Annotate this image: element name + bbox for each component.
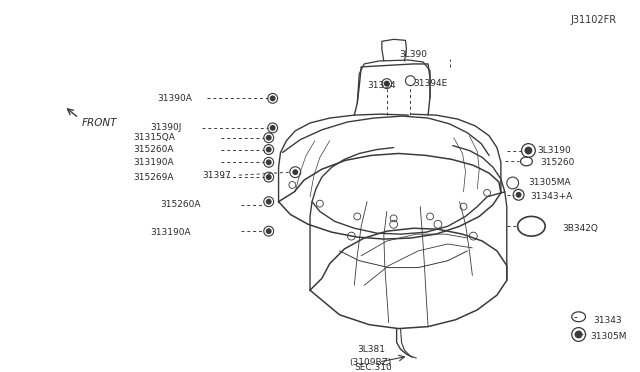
Text: 3L390: 3L390: [399, 49, 428, 59]
Text: 3B342Q: 3B342Q: [562, 224, 598, 233]
Circle shape: [266, 174, 271, 180]
Text: SEC.310: SEC.310: [355, 363, 392, 372]
Text: 315260: 315260: [540, 158, 575, 167]
Circle shape: [525, 147, 532, 154]
Circle shape: [516, 192, 522, 198]
Text: 315260A: 315260A: [161, 200, 201, 209]
Text: 31343: 31343: [593, 316, 622, 325]
Text: 31305MA: 31305MA: [529, 179, 571, 187]
Text: 31315QA: 31315QA: [133, 133, 175, 142]
Circle shape: [266, 147, 271, 153]
Text: 3L381: 3L381: [357, 345, 385, 354]
Circle shape: [384, 81, 390, 87]
Text: 31394E: 31394E: [413, 79, 447, 88]
Text: J31102FR: J31102FR: [571, 15, 617, 25]
Text: 315269A: 315269A: [133, 173, 173, 182]
Text: 31305M: 31305M: [591, 332, 627, 341]
Circle shape: [269, 96, 276, 101]
Circle shape: [266, 228, 271, 234]
Text: 31390A: 31390A: [157, 94, 193, 103]
Text: 31343+A: 31343+A: [531, 192, 573, 201]
Circle shape: [292, 169, 298, 175]
Text: 31390J: 31390J: [150, 124, 182, 132]
Text: 315260A: 315260A: [133, 145, 173, 154]
Text: (3109BZ): (3109BZ): [349, 357, 392, 366]
Text: 3L3190: 3L3190: [538, 146, 571, 155]
Circle shape: [266, 199, 271, 205]
Text: 313190A: 313190A: [150, 228, 191, 237]
Text: 31394: 31394: [367, 81, 396, 90]
Text: 31397: 31397: [202, 171, 230, 180]
Text: 313190A: 313190A: [133, 158, 173, 167]
Circle shape: [266, 135, 271, 141]
Circle shape: [269, 125, 276, 131]
Circle shape: [575, 331, 582, 339]
Circle shape: [266, 159, 271, 165]
Text: FRONT: FRONT: [82, 118, 117, 128]
